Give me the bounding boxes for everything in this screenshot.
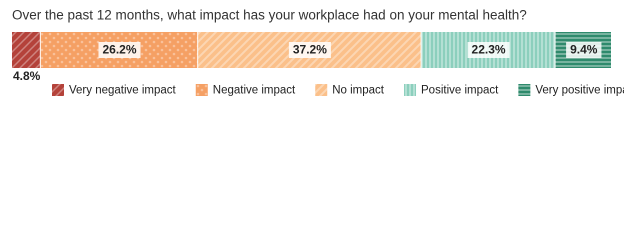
legend-label: Negative impact [213, 85, 296, 97]
label-bg [566, 42, 602, 58]
legend-swatch [52, 84, 64, 96]
label-bg [467, 42, 510, 58]
legend-swatch [315, 84, 328, 96]
value-label: 9.4% [570, 43, 598, 57]
chart-title: Over the past 12 months, what impact has… [12, 8, 527, 23]
legend-label: Positive impact [421, 85, 499, 97]
value-label: 22.3% [472, 43, 506, 57]
bar-segment [12, 32, 40, 68]
label-bg [288, 42, 331, 58]
legend-swatch [404, 84, 417, 96]
legend-swatch [195, 84, 208, 96]
legend-label: No impact [332, 85, 385, 97]
chart: Over the past 12 months, what impact has… [12, 8, 624, 97]
legend-swatch [518, 84, 531, 96]
label-bg [98, 42, 141, 58]
legend-label: Very negative impact [69, 85, 177, 97]
value-label: 26.2% [102, 43, 136, 57]
legend-label: Very positive impact [535, 85, 624, 97]
value-label: 4.8% [13, 69, 41, 83]
value-label: 37.2% [293, 43, 327, 57]
